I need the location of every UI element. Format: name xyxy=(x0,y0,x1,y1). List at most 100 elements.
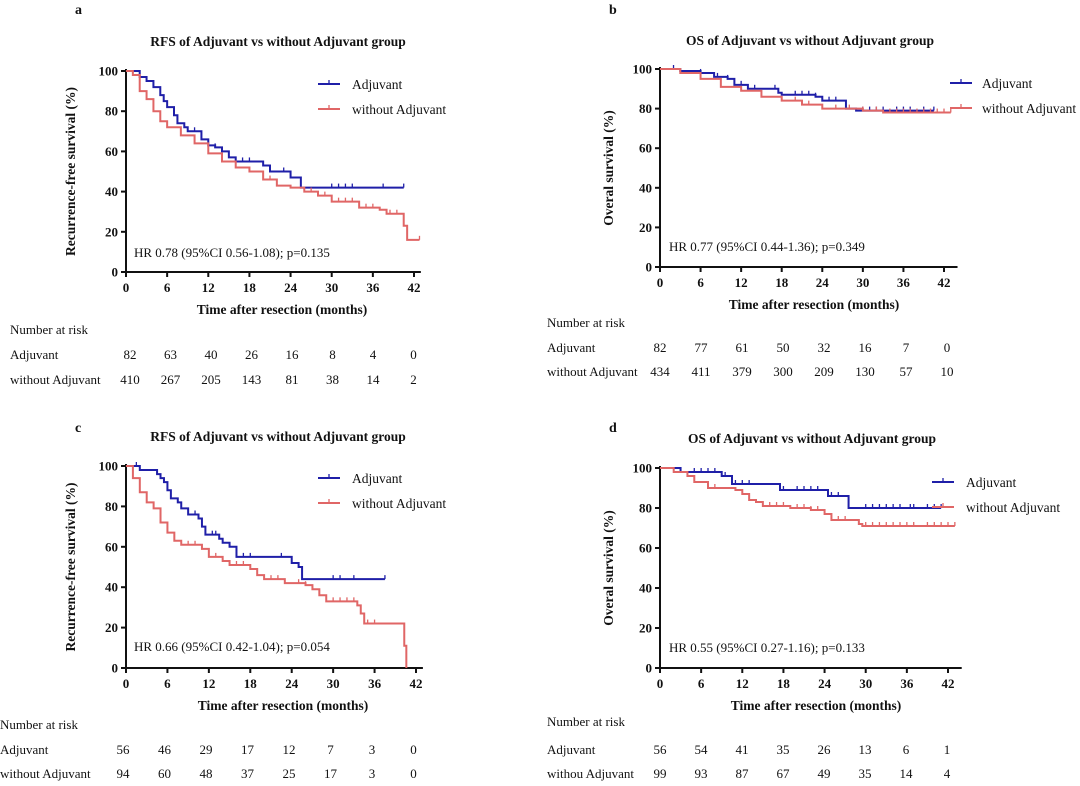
y-tick-label: 60 xyxy=(105,144,118,159)
series-line-adjuvant xyxy=(126,465,385,581)
risk-value: 6 xyxy=(903,742,910,757)
y-tick-label: 0 xyxy=(112,661,119,676)
risk-value: 99 xyxy=(654,766,667,781)
x-tick-label: 36 xyxy=(366,280,380,295)
chart-title: RFS of Adjuvant vs without Adjuvant grou… xyxy=(150,429,406,444)
risk-value: 7 xyxy=(327,742,334,757)
x-tick-label: 30 xyxy=(859,676,872,691)
risk-value: 0 xyxy=(410,742,417,757)
series-line-without-adjuvant xyxy=(126,70,420,241)
x-tick-label: 12 xyxy=(735,275,748,290)
legend-label: Adjuvant xyxy=(982,76,1032,91)
risk-value: 49 xyxy=(818,766,831,781)
risk-value: 87 xyxy=(736,766,750,781)
risk-row-label: withou Adjuvant xyxy=(547,766,634,781)
x-tick-label: 0 xyxy=(123,676,130,691)
x-tick-label: 24 xyxy=(818,676,832,691)
risk-value: 26 xyxy=(245,347,259,362)
x-axis-label: Time after resection (months) xyxy=(197,302,368,317)
panel-b: b OS of Adjuvant vs without Adjuvant grou… xyxy=(547,3,1076,379)
risk-value: 300 xyxy=(773,364,793,379)
risk-value: 38 xyxy=(326,372,339,387)
risk-value: 0 xyxy=(944,340,951,355)
y-tick-label: 20 xyxy=(639,220,652,235)
x-tick-label: 24 xyxy=(285,676,299,691)
y-axis-label: Overal survival (%) xyxy=(601,510,616,625)
risk-value: 143 xyxy=(242,372,262,387)
risk-value: 77 xyxy=(695,340,709,355)
x-axis-label: Time after resection (months) xyxy=(729,297,900,312)
risk-value: 50 xyxy=(777,340,790,355)
y-tick-label: 100 xyxy=(633,461,653,476)
x-tick-label: 18 xyxy=(243,280,257,295)
risk-value: 93 xyxy=(695,766,708,781)
y-tick-label: 20 xyxy=(105,620,118,635)
y-tick-label: 100 xyxy=(633,62,653,77)
risk-table: Number at risk Adjuvant 56 54 41 35 26 13 6 1 with… xyxy=(547,714,951,781)
y-tick-label: 80 xyxy=(105,104,118,119)
risk-value: 14 xyxy=(900,766,914,781)
y-axis-label: Overal survival (%) xyxy=(601,110,616,225)
risk-value: 57 xyxy=(900,364,914,379)
series-line-adjuvant xyxy=(660,68,934,112)
y-axis-label: Recurrence-free survival (%) xyxy=(63,87,78,256)
x-tick-label: 18 xyxy=(244,676,258,691)
risk-value: 94 xyxy=(117,766,131,781)
risk-value: 7 xyxy=(903,340,910,355)
x-tick-label: 0 xyxy=(657,676,664,691)
y-tick-label: 100 xyxy=(99,64,119,79)
x-tick-label: 24 xyxy=(816,275,830,290)
y-tick-label: 40 xyxy=(105,184,118,199)
risk-value: 209 xyxy=(814,364,834,379)
x-tick-label: 36 xyxy=(368,676,382,691)
legend-label: without Adjuvant xyxy=(352,496,446,511)
x-tick-label: 30 xyxy=(327,676,340,691)
x-tick-label: 12 xyxy=(736,676,749,691)
x-tick-label: 30 xyxy=(325,280,338,295)
risk-value: 3 xyxy=(369,742,376,757)
risk-table-header: Number at risk xyxy=(0,717,78,732)
risk-value: 434 xyxy=(650,364,670,379)
risk-row-label: without Adjuvant xyxy=(0,766,91,781)
risk-value: 16 xyxy=(859,340,873,355)
risk-value: 379 xyxy=(732,364,752,379)
risk-value: 13 xyxy=(859,742,872,757)
risk-value: 32 xyxy=(818,340,831,355)
hazard-ratio-annotation: HR 0.77 (95%CI 0.44-1.36); p=0.349 xyxy=(669,239,865,254)
hazard-ratio-annotation: HR 0.66 (95%CI 0.42-1.04); p=0.054 xyxy=(134,639,330,654)
x-tick-label: 42 xyxy=(942,676,955,691)
x-tick-label: 30 xyxy=(856,275,869,290)
series-line-without-adjuvant xyxy=(660,467,955,527)
y-tick-label: 40 xyxy=(105,580,118,595)
risk-table-header: Number at risk xyxy=(10,322,88,337)
risk-value: 25 xyxy=(283,766,296,781)
risk-value: 41 xyxy=(736,742,749,757)
series-line-without-adjuvant xyxy=(660,68,951,114)
x-tick-label: 18 xyxy=(777,676,791,691)
legend-label: without Adjuvant xyxy=(982,101,1076,116)
y-tick-label: 80 xyxy=(639,501,652,516)
legend-label: Adjuvant xyxy=(966,475,1016,490)
risk-value: 14 xyxy=(367,372,381,387)
x-tick-label: 42 xyxy=(408,280,421,295)
chart-title: RFS of Adjuvant vs without Adjuvant grou… xyxy=(150,34,406,49)
risk-row-label: without Adjuvant xyxy=(10,372,101,387)
risk-value: 0 xyxy=(410,766,417,781)
risk-value: 56 xyxy=(654,742,668,757)
y-tick-label: 40 xyxy=(639,180,652,195)
x-tick-label: 36 xyxy=(897,275,911,290)
y-tick-label: 100 xyxy=(99,459,119,474)
panel-label: d xyxy=(609,421,617,436)
legend-label: Adjuvant xyxy=(352,471,402,486)
risk-value: 63 xyxy=(164,347,177,362)
legend-label: Adjuvant xyxy=(352,77,402,92)
y-tick-label: 0 xyxy=(646,661,653,676)
risk-value: 81 xyxy=(286,372,299,387)
risk-value: 37 xyxy=(241,766,255,781)
risk-value: 4 xyxy=(370,347,377,362)
risk-row-label: Adjuvant xyxy=(547,340,596,355)
hazard-ratio-annotation: HR 0.78 (95%CI 0.56-1.08); p=0.135 xyxy=(134,245,330,260)
panel-label: c xyxy=(75,421,81,436)
risk-value: 130 xyxy=(855,364,875,379)
